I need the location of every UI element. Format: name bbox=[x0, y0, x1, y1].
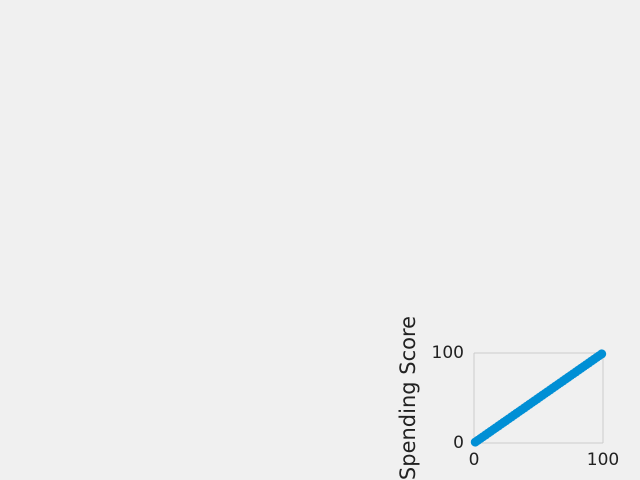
y-tick-label: 0 bbox=[453, 433, 464, 453]
x-tick-label: 100 bbox=[587, 450, 619, 470]
y-tick-label: 100 bbox=[432, 343, 464, 363]
x-tick-label: 0 bbox=[469, 450, 480, 470]
y-axis-label: Spending Score bbox=[396, 316, 420, 480]
point bbox=[597, 349, 607, 359]
